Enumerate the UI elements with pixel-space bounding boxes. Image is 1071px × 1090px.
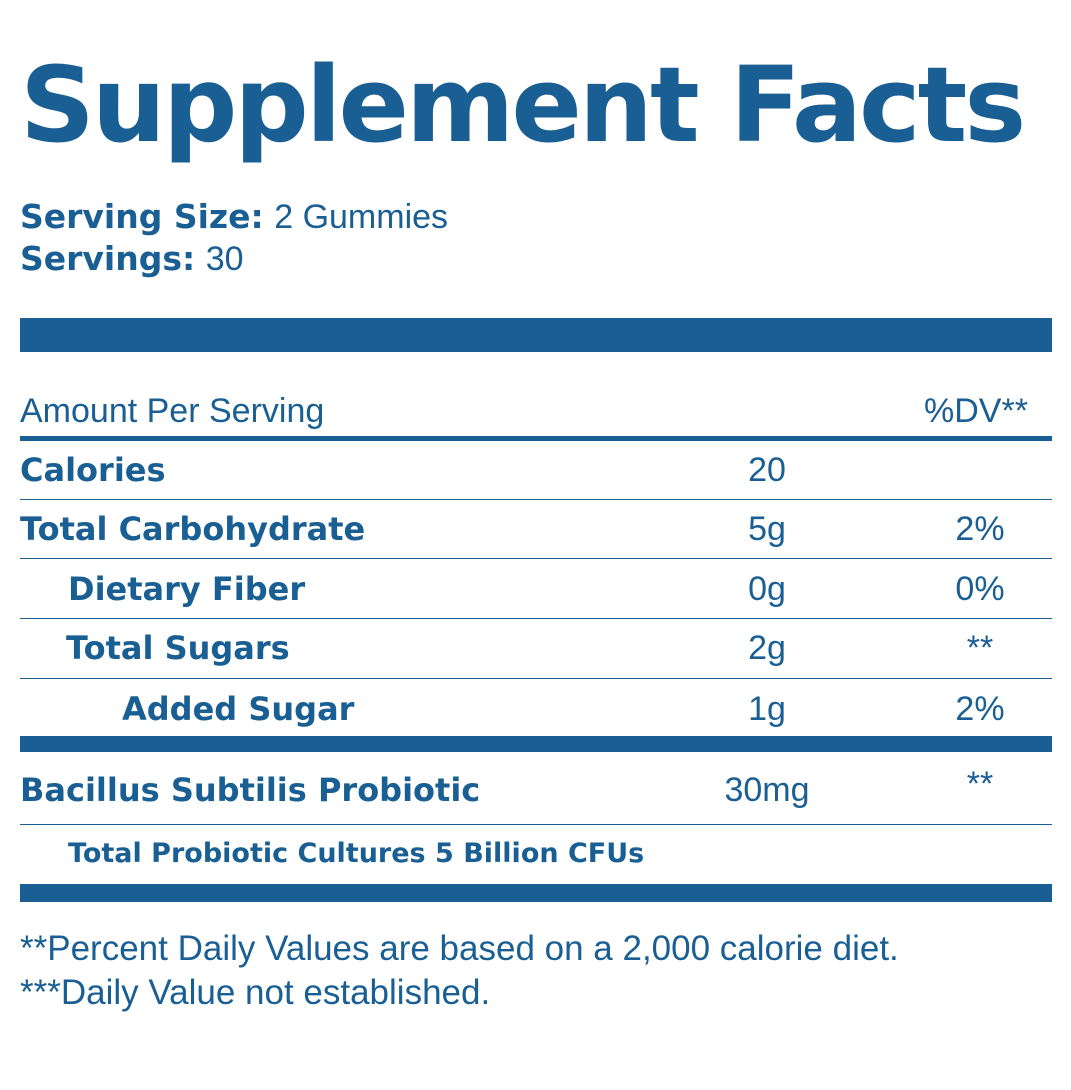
nutrient-row-added-sugar: Added Sugar 1g 2% [20, 680, 1052, 738]
header-divider [20, 436, 1052, 441]
thick-divider-top [20, 318, 1052, 352]
footnote-daily-values: **Percent Daily Values are based on a 2,… [20, 929, 899, 968]
nutrient-amount: 30mg [724, 771, 810, 809]
nutrient-amount: 0g [748, 570, 786, 608]
nutrient-name: Total Sugars [66, 629, 290, 667]
servings-value: 30 [205, 240, 244, 278]
nutrient-dv: ** [966, 765, 994, 803]
row-divider [20, 618, 1052, 619]
serving-size-value: 2 Gummies [274, 198, 449, 236]
supplement-facts-label: Supplement Facts Serving Size: 2 Gummies… [20, 0, 1052, 1090]
nutrient-name: Calories [20, 451, 166, 489]
thick-divider-bottom [20, 884, 1052, 902]
nutrient-name: Added Sugar [122, 690, 355, 728]
nutrient-amount: 2g [748, 629, 786, 667]
serving-size-line: Serving Size: 2 Gummies [20, 197, 448, 237]
nutrient-amount: 1g [748, 690, 786, 728]
nutrient-amount: 20 [748, 451, 786, 489]
row-divider [20, 558, 1052, 559]
row-divider [20, 678, 1052, 679]
serving-size-label: Serving Size: [20, 197, 264, 236]
nutrient-dv: 2% [955, 690, 1005, 728]
label-title: Supplement Facts [20, 44, 1026, 166]
nutrient-row-dietary-fiber: Dietary Fiber 0g 0% [20, 560, 1052, 618]
daily-value-header: %DV** [924, 392, 1028, 430]
nutrient-name: Bacillus Subtilis Probiotic [20, 771, 481, 809]
nutrient-row-total-carbohydrate: Total Carbohydrate 5g 2% [20, 500, 1052, 558]
nutrient-dv: ** [966, 629, 994, 667]
nutrient-row-calories: Calories 20 [20, 441, 1052, 499]
probiotic-cultures-note: Total Probiotic Cultures 5 Billion CFUs [68, 838, 645, 869]
nutrient-dv: 2% [955, 510, 1005, 548]
footnote-dv-not-established: ***Daily Value not established. [20, 973, 491, 1012]
amount-per-serving-header: Amount Per Serving [20, 392, 325, 430]
servings-line: Servings: 30 [20, 239, 244, 279]
nutrient-amount: 5g [748, 510, 786, 548]
row-divider [20, 499, 1052, 500]
nutrient-dv: 0% [955, 570, 1005, 608]
nutrient-name: Dietary Fiber [68, 570, 306, 608]
nutrient-row-total-sugars: Total Sugars 2g ** [20, 619, 1052, 677]
thick-divider-middle [20, 736, 1052, 752]
nutrient-row-probiotic: Bacillus Subtilis Probiotic 30mg ** [20, 761, 1052, 819]
servings-label: Servings: [20, 239, 196, 278]
row-divider [20, 824, 1052, 825]
nutrient-name: Total Carbohydrate [20, 510, 366, 548]
